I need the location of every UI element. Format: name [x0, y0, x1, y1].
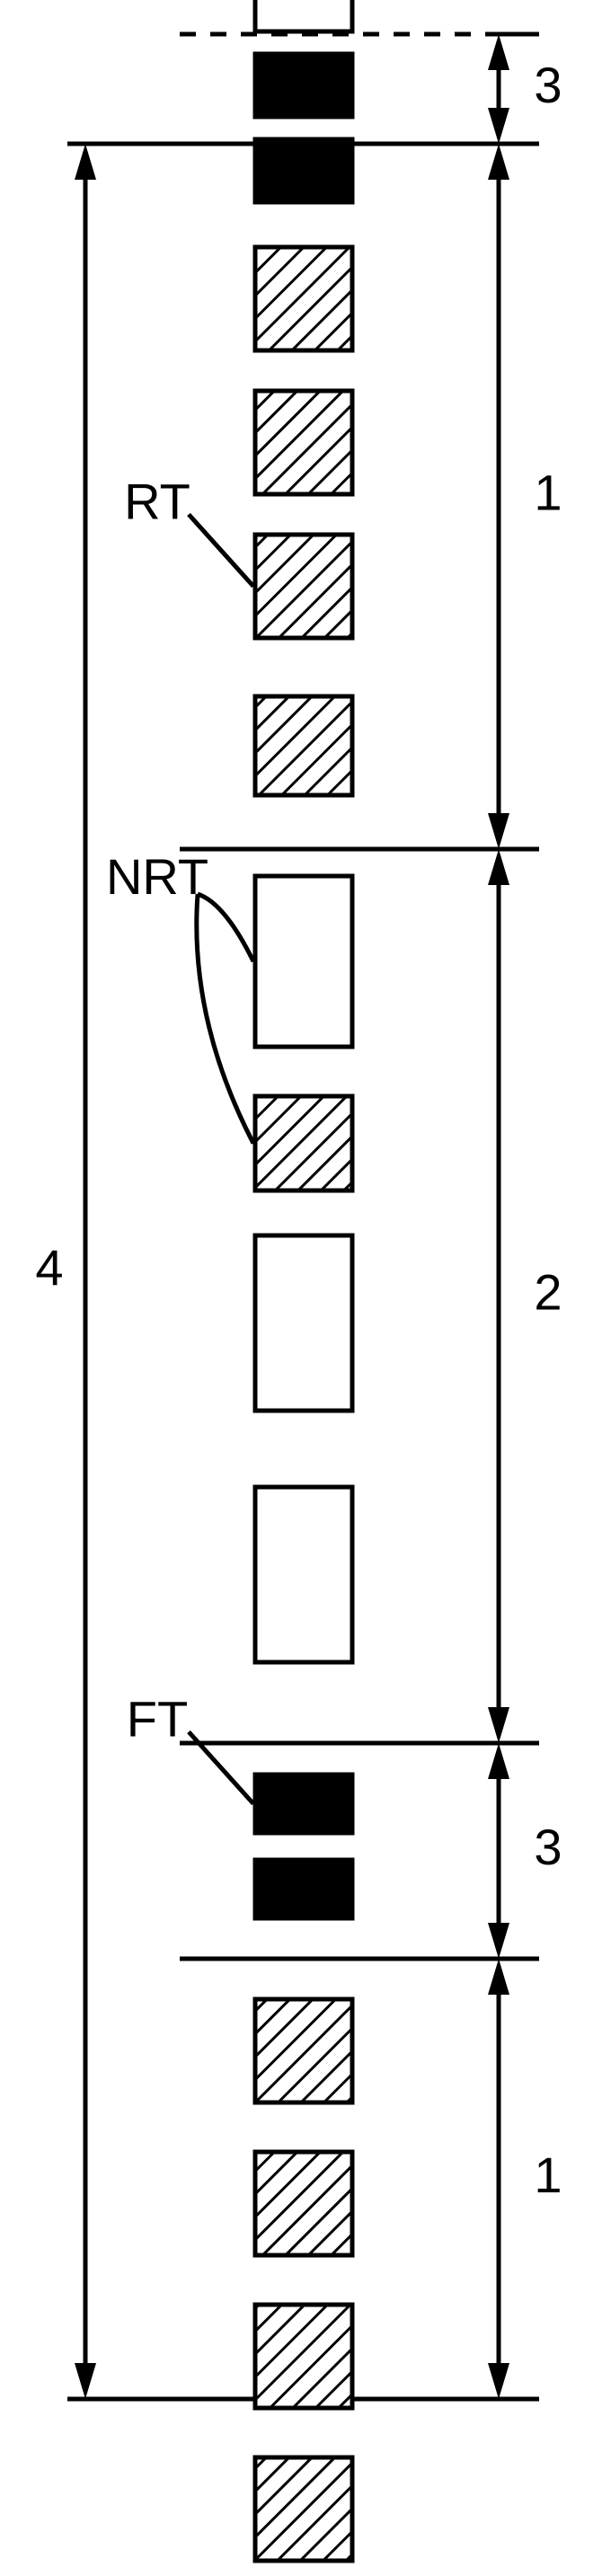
timeline-block: [255, 1860, 352, 1918]
dim-label: 3: [534, 57, 562, 113]
arrowhead: [75, 144, 96, 180]
arrowhead: [488, 144, 509, 180]
block-label: NRT: [106, 848, 208, 905]
timeline-block: [255, 2305, 352, 2408]
dim-label: 3: [534, 1819, 562, 1875]
dim-label: 1: [534, 464, 562, 520]
timeline-block: [255, 2152, 352, 2255]
arrowhead: [488, 849, 509, 885]
leader-line: [197, 894, 253, 1144]
timeline-block: [255, 535, 352, 638]
arrowhead: [488, 108, 509, 144]
leader-line: [189, 515, 253, 587]
timeline-block: [255, 2457, 352, 2561]
timeline-block: [255, 1487, 352, 1662]
timeline-block: [255, 139, 352, 202]
arrowhead: [75, 2363, 96, 2399]
timeline-block: [255, 0, 352, 31]
timeline-block: [255, 391, 352, 494]
arrowhead: [488, 2363, 509, 2399]
timeline-block: [255, 1235, 352, 1411]
timeline-block: [255, 1096, 352, 1191]
timeline-block: [255, 247, 352, 350]
timeline-block: [255, 876, 352, 1047]
arrowhead: [488, 1707, 509, 1743]
arrowhead: [488, 1959, 509, 1995]
dim-label: 1: [534, 2147, 562, 2203]
arrowhead: [488, 813, 509, 849]
timeline-block: [255, 696, 352, 795]
timeline-block: [255, 1999, 352, 2102]
arrowhead: [488, 1923, 509, 1959]
timeline-block: [255, 54, 352, 117]
timeline-block: [255, 1775, 352, 1833]
dim-label: 4: [35, 1239, 63, 1296]
arrowhead: [488, 34, 509, 70]
block-label: RT: [124, 473, 190, 529]
dim-label: 2: [534, 1263, 562, 1320]
block-label: FT: [127, 1690, 188, 1747]
arrowhead: [488, 1743, 509, 1779]
